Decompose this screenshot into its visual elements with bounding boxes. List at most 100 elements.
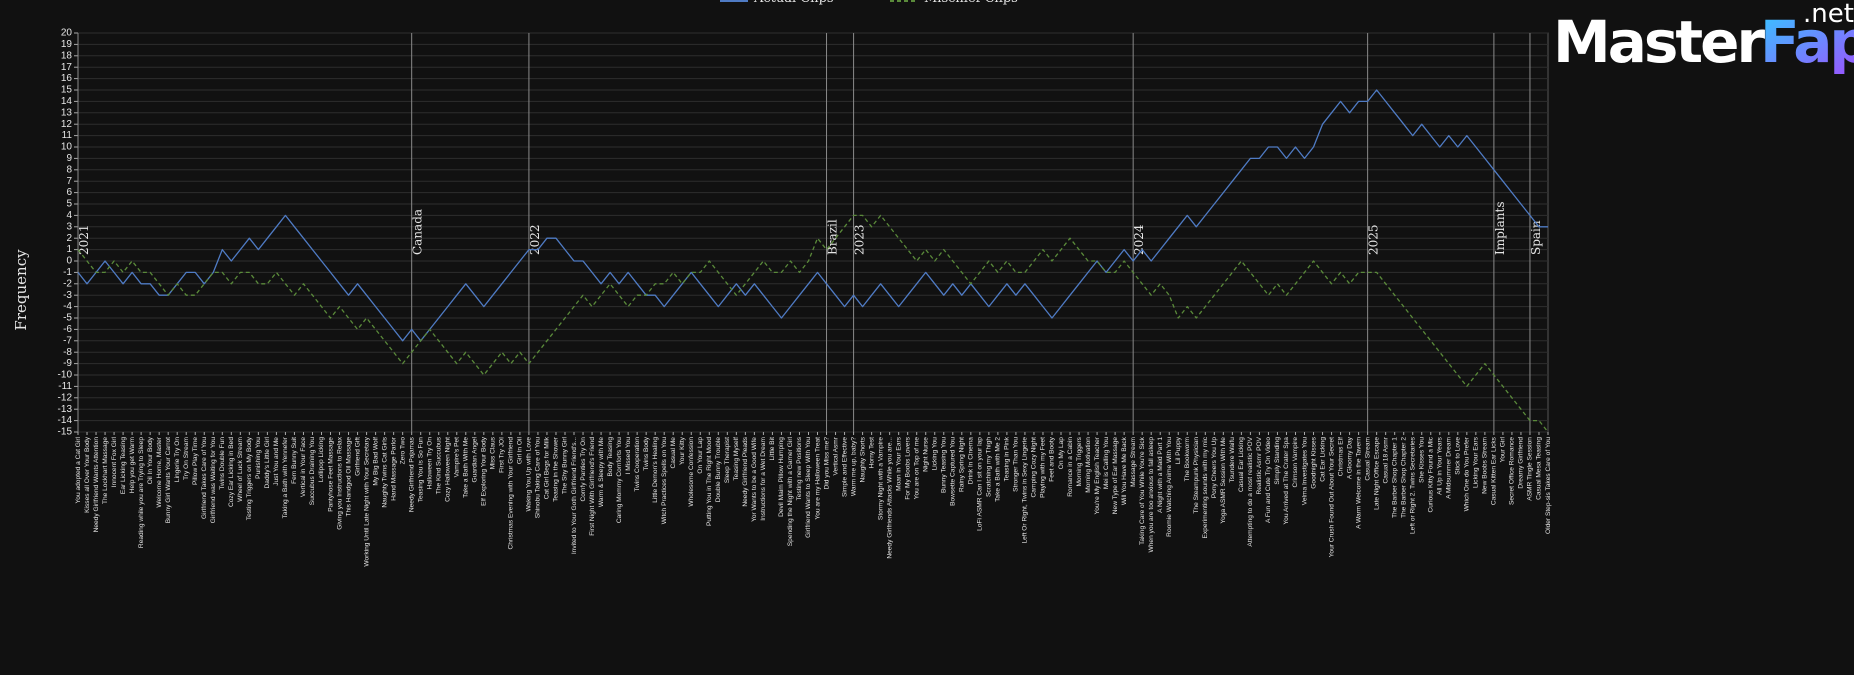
x-tick-label: Comfy Panties Try On (580, 437, 587, 502)
x-tick-label: Casual Stream (1364, 437, 1371, 481)
legend-label: Mischief Clips (924, 0, 1018, 6)
y-tick-label: 11 (62, 130, 73, 141)
x-tick-label: Left Or Right, Twins in Sexy Lingerie (1022, 437, 1029, 544)
y-tick-label: 15 (61, 85, 73, 96)
y-tick-label: 9 (66, 153, 72, 164)
x-tick-label: Warm & Sleepy with Me (598, 437, 605, 507)
x-tick-label: Massage Stream (1130, 436, 1137, 486)
x-tick-label: Vertical Asmr (832, 436, 839, 475)
x-tick-label: Hand Massage Parlor (390, 436, 397, 501)
x-tick-label: Taking Care of You While You're Sick (1139, 436, 1146, 545)
x-tick-label: Girlfriend Gift (354, 437, 361, 476)
y-tick-label: -1 (63, 267, 72, 278)
y-tick-label: -5 (63, 313, 72, 324)
x-tick-label: Halloween Try On (426, 437, 433, 490)
x-tick-label: The Lockhart Massage (102, 437, 109, 504)
annotation-label: 2022 (528, 224, 542, 255)
x-tick-label: Casual 18 Asmr (1382, 436, 1389, 483)
y-tick-label: -3 (63, 290, 72, 301)
y-tick-label: 19 (61, 39, 73, 50)
x-tick-label: A Warm Welcome in the Tavern (1355, 437, 1362, 529)
x-tick-label: Invited to Your Goth Girlfriend Friend's… (571, 437, 578, 554)
x-tick-label: Naughty Twins Cat Girls (381, 436, 388, 507)
x-tick-label: Sleep Therapist (724, 437, 731, 483)
y-tick-label: 4 (66, 210, 72, 221)
y-tick-label: -11 (58, 381, 72, 392)
x-tick-label: Needy Girlfriend Pleads (742, 436, 749, 506)
x-tick-label: Secret Office Romance (1509, 437, 1516, 505)
x-tick-label: Warm me up, baby? (850, 437, 857, 496)
x-tick-label: Pony Cheers You Up (1211, 437, 1218, 499)
x-tick-label: Yor Wants to be a Good Wife (751, 437, 758, 522)
x-tick-label: Cat Girl Begs for Milk (544, 436, 551, 499)
x-tick-label: Feet and Booty (1049, 436, 1056, 481)
x-tick-label: A Midsummer Dream (1446, 436, 1453, 498)
y-tick-label: 17 (61, 62, 73, 73)
y-tick-label: 16 (61, 73, 73, 84)
x-tick-label: Experimenting sounds with my mic (1202, 436, 1209, 538)
x-tick-label: Which One do You Prefer (1464, 436, 1471, 511)
x-tick-label: Twins Body (643, 436, 650, 470)
x-tick-label: Take a Bath With Me (463, 437, 470, 498)
x-tick-label: Morning Motivation (1085, 437, 1092, 493)
x-tick-label: The Bookworm (1184, 436, 1191, 481)
x-tick-label: You are on Top of me (913, 437, 920, 500)
y-tick-label: 2 (66, 233, 72, 244)
x-tick-label: Double Bunny Trouble (715, 437, 722, 503)
x-tick-label: Casual Mesa Teasing (1536, 437, 1543, 500)
annotation-label: Implants (1493, 201, 1507, 255)
y-tick-label: -2 (63, 278, 72, 289)
x-tick-label: Left or Right 2. Twins Secretaries (1409, 436, 1416, 534)
x-tick-label: Rainy Spring Night (959, 437, 966, 492)
x-tick-label: Teasing You is So Fun (417, 437, 424, 503)
x-tick-label: Witch Practices Spells on You (661, 437, 668, 525)
watermark-suffix: .net (1803, 0, 1854, 29)
x-tick-label: Lil Puppy (1175, 436, 1182, 464)
x-tick-label: New Type of Ear Massage (1112, 437, 1119, 515)
x-tick-label: Older Step-sis Takes Care of You (1545, 437, 1552, 534)
x-tick-label: My Big Bad Wolf (372, 437, 379, 486)
x-tick-label: Twins Cooperation (634, 437, 641, 492)
x-tick-label: Miss Claus (490, 436, 497, 469)
y-tick-label: 14 (61, 96, 73, 107)
x-tick-label: Girlfriend Wants to Sleep With You (805, 437, 812, 538)
legend-label: Actual Clips (753, 0, 834, 6)
x-tick-label: Innocent Fox Girl (111, 436, 118, 487)
x-tick-label: Tsundere Waifu (1229, 437, 1236, 483)
x-tick-label: Stronger Than You (1013, 437, 1020, 492)
watermark: Master Fap .net (1553, 0, 1854, 76)
x-tick-label: Take a Bath with Me 2 (995, 437, 1002, 502)
x-tick-label: Fem Bunny Suit (291, 437, 298, 484)
x-tick-label: Girlfriend Takes Care of You (201, 437, 208, 519)
x-tick-label: Casual Me (670, 437, 677, 469)
y-tick-label: -4 (63, 301, 72, 312)
x-tick-label: Girl in Oil (517, 436, 524, 464)
annotation-label: 2024 (1132, 224, 1146, 255)
x-tick-label: Playing with my Feet (1040, 437, 1047, 498)
x-tick-label: Your Kitty (679, 436, 686, 465)
x-tick-label: New Boobs Stream (1482, 437, 1489, 494)
x-tick-label: She Kisses You (1418, 437, 1425, 483)
x-tick-label: Little Bit (769, 437, 776, 461)
x-tick-label: Help you get Warm (129, 437, 136, 494)
series-line (77, 89, 1548, 342)
annotation-label: 2025 (1367, 224, 1381, 255)
x-tick-label: Guardian Angel (472, 436, 479, 482)
x-tick-label: Instructions for a Wet Dream (760, 436, 767, 520)
y-tick-label: 5 (66, 199, 72, 210)
x-tick-label: Scratching my Thigh (986, 437, 993, 497)
x-tick-label: LoFi ASMR Can I sit on your lap (977, 437, 984, 531)
y-tick-label: 0 (66, 256, 72, 267)
x-tick-label: Shinobu Taking Care of You (535, 437, 542, 519)
x-tick-label: Pantyhose Feet Massage (327, 437, 334, 512)
y-tick-label: 8 (66, 164, 72, 175)
x-tick-label: Zero Two (399, 437, 406, 465)
annotation-label: Spain (1529, 220, 1543, 255)
x-tick-label: Testing new Positions (796, 436, 803, 500)
x-tick-label: Lingerie Try On (174, 437, 181, 482)
x-tick-label: Just You and Me (273, 437, 280, 486)
x-tick-label: Punishing You (255, 437, 262, 479)
x-tick-label: Welcome Home, Master (156, 436, 163, 507)
y-tick-label: -7 (63, 335, 72, 346)
x-tick-label: Casual Ear Licking (1238, 437, 1245, 492)
